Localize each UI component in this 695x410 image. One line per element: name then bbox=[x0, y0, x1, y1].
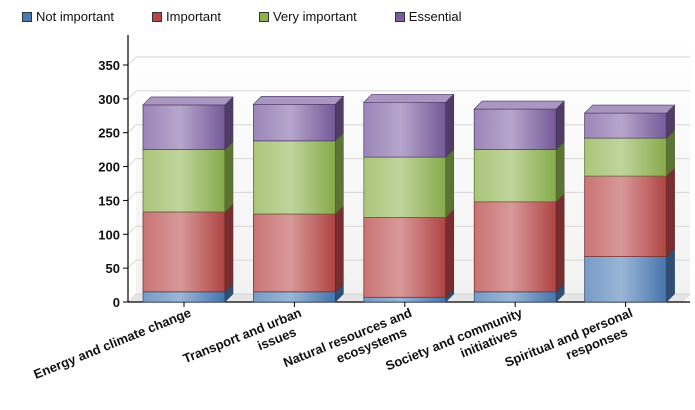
y-tick-label: 150 bbox=[98, 193, 120, 208]
bar-front bbox=[253, 104, 335, 141]
bar-front bbox=[364, 157, 446, 217]
y-tick-label: 100 bbox=[98, 227, 120, 242]
bar-side bbox=[446, 209, 454, 297]
gridline-diag bbox=[128, 91, 136, 99]
gridline-diag bbox=[128, 57, 136, 65]
bar-front bbox=[585, 138, 667, 176]
bar-segment bbox=[585, 105, 675, 138]
bar-top bbox=[474, 101, 564, 109]
bar-front bbox=[585, 176, 667, 257]
bar-front bbox=[585, 113, 667, 138]
legend-label-very-important: Very important bbox=[273, 9, 357, 24]
y-tick-label: 300 bbox=[98, 92, 120, 107]
bar-segment bbox=[143, 142, 233, 212]
bar-side bbox=[556, 142, 564, 202]
bar-segment bbox=[143, 97, 233, 150]
bar-side bbox=[667, 168, 675, 257]
legend-swatch-very-important bbox=[259, 12, 269, 22]
gridline-diag bbox=[128, 125, 136, 133]
gridline-diag bbox=[128, 159, 136, 167]
legend-item-not-important: Not important bbox=[22, 9, 114, 24]
legend-label-important: Important bbox=[166, 9, 221, 24]
bar-side bbox=[556, 194, 564, 292]
bar-segment bbox=[143, 204, 233, 292]
bar-side bbox=[556, 101, 564, 150]
bar-segment bbox=[364, 94, 454, 157]
bar-segment bbox=[364, 149, 454, 217]
bar-side bbox=[446, 149, 454, 217]
legend-label-not-important: Not important bbox=[36, 9, 114, 24]
legend-label-essential: Essential bbox=[409, 9, 462, 24]
legend-item-very-important: Very important bbox=[259, 9, 357, 24]
bar-side bbox=[335, 133, 343, 214]
gridline-diag bbox=[128, 192, 136, 200]
y-tick-label: 250 bbox=[98, 126, 120, 141]
bar-front bbox=[143, 150, 225, 212]
gridline-diag bbox=[128, 226, 136, 234]
bar-segment bbox=[253, 206, 343, 292]
bar-side bbox=[335, 206, 343, 292]
bar-segment bbox=[474, 142, 564, 202]
y-tick-label: 50 bbox=[106, 261, 120, 276]
legend-swatch-not-important bbox=[22, 12, 32, 22]
bar-top bbox=[143, 97, 233, 105]
bar-side bbox=[225, 142, 233, 212]
bar-front bbox=[253, 214, 335, 292]
bar-front bbox=[253, 292, 335, 302]
x-tick-label-line: Energy and climate change bbox=[31, 305, 193, 382]
bar-segment bbox=[253, 96, 343, 141]
bar-front bbox=[585, 257, 667, 302]
bar-segment bbox=[253, 133, 343, 214]
bar-top bbox=[253, 96, 343, 104]
bar-side bbox=[225, 97, 233, 150]
bar-segment bbox=[364, 209, 454, 297]
bar-front bbox=[474, 150, 556, 202]
x-tick-label: Transport and urbanissues bbox=[181, 305, 310, 381]
bar-segment bbox=[585, 168, 675, 257]
legend-item-essential: Essential bbox=[395, 9, 462, 24]
legend-swatch-essential bbox=[395, 12, 405, 22]
gridline-diag bbox=[128, 260, 136, 268]
legend: Not important Important Very important E… bbox=[22, 9, 500, 24]
bar-front bbox=[143, 212, 225, 292]
y-tick-label: 350 bbox=[98, 58, 120, 73]
bar-front bbox=[474, 202, 556, 292]
bar-front bbox=[364, 102, 446, 157]
bar-front bbox=[143, 105, 225, 150]
bar-front bbox=[143, 292, 225, 302]
x-tick-label: Energy and climate change bbox=[31, 305, 193, 382]
bar-front bbox=[474, 109, 556, 150]
bar-front bbox=[364, 297, 446, 302]
y-tick-label: 200 bbox=[98, 160, 120, 175]
y-tick-label: 0 bbox=[113, 295, 120, 310]
bar-segment bbox=[474, 194, 564, 292]
bar-side bbox=[667, 249, 675, 302]
bar-side bbox=[446, 94, 454, 157]
bar-top bbox=[585, 105, 675, 113]
bar-top bbox=[364, 94, 454, 102]
bar-side bbox=[225, 204, 233, 292]
legend-item-important: Important bbox=[152, 9, 221, 24]
bar-front bbox=[253, 141, 335, 214]
bar-front bbox=[474, 292, 556, 302]
legend-swatch-important bbox=[152, 12, 162, 22]
bar-front bbox=[364, 217, 446, 297]
bar-segment bbox=[474, 101, 564, 150]
